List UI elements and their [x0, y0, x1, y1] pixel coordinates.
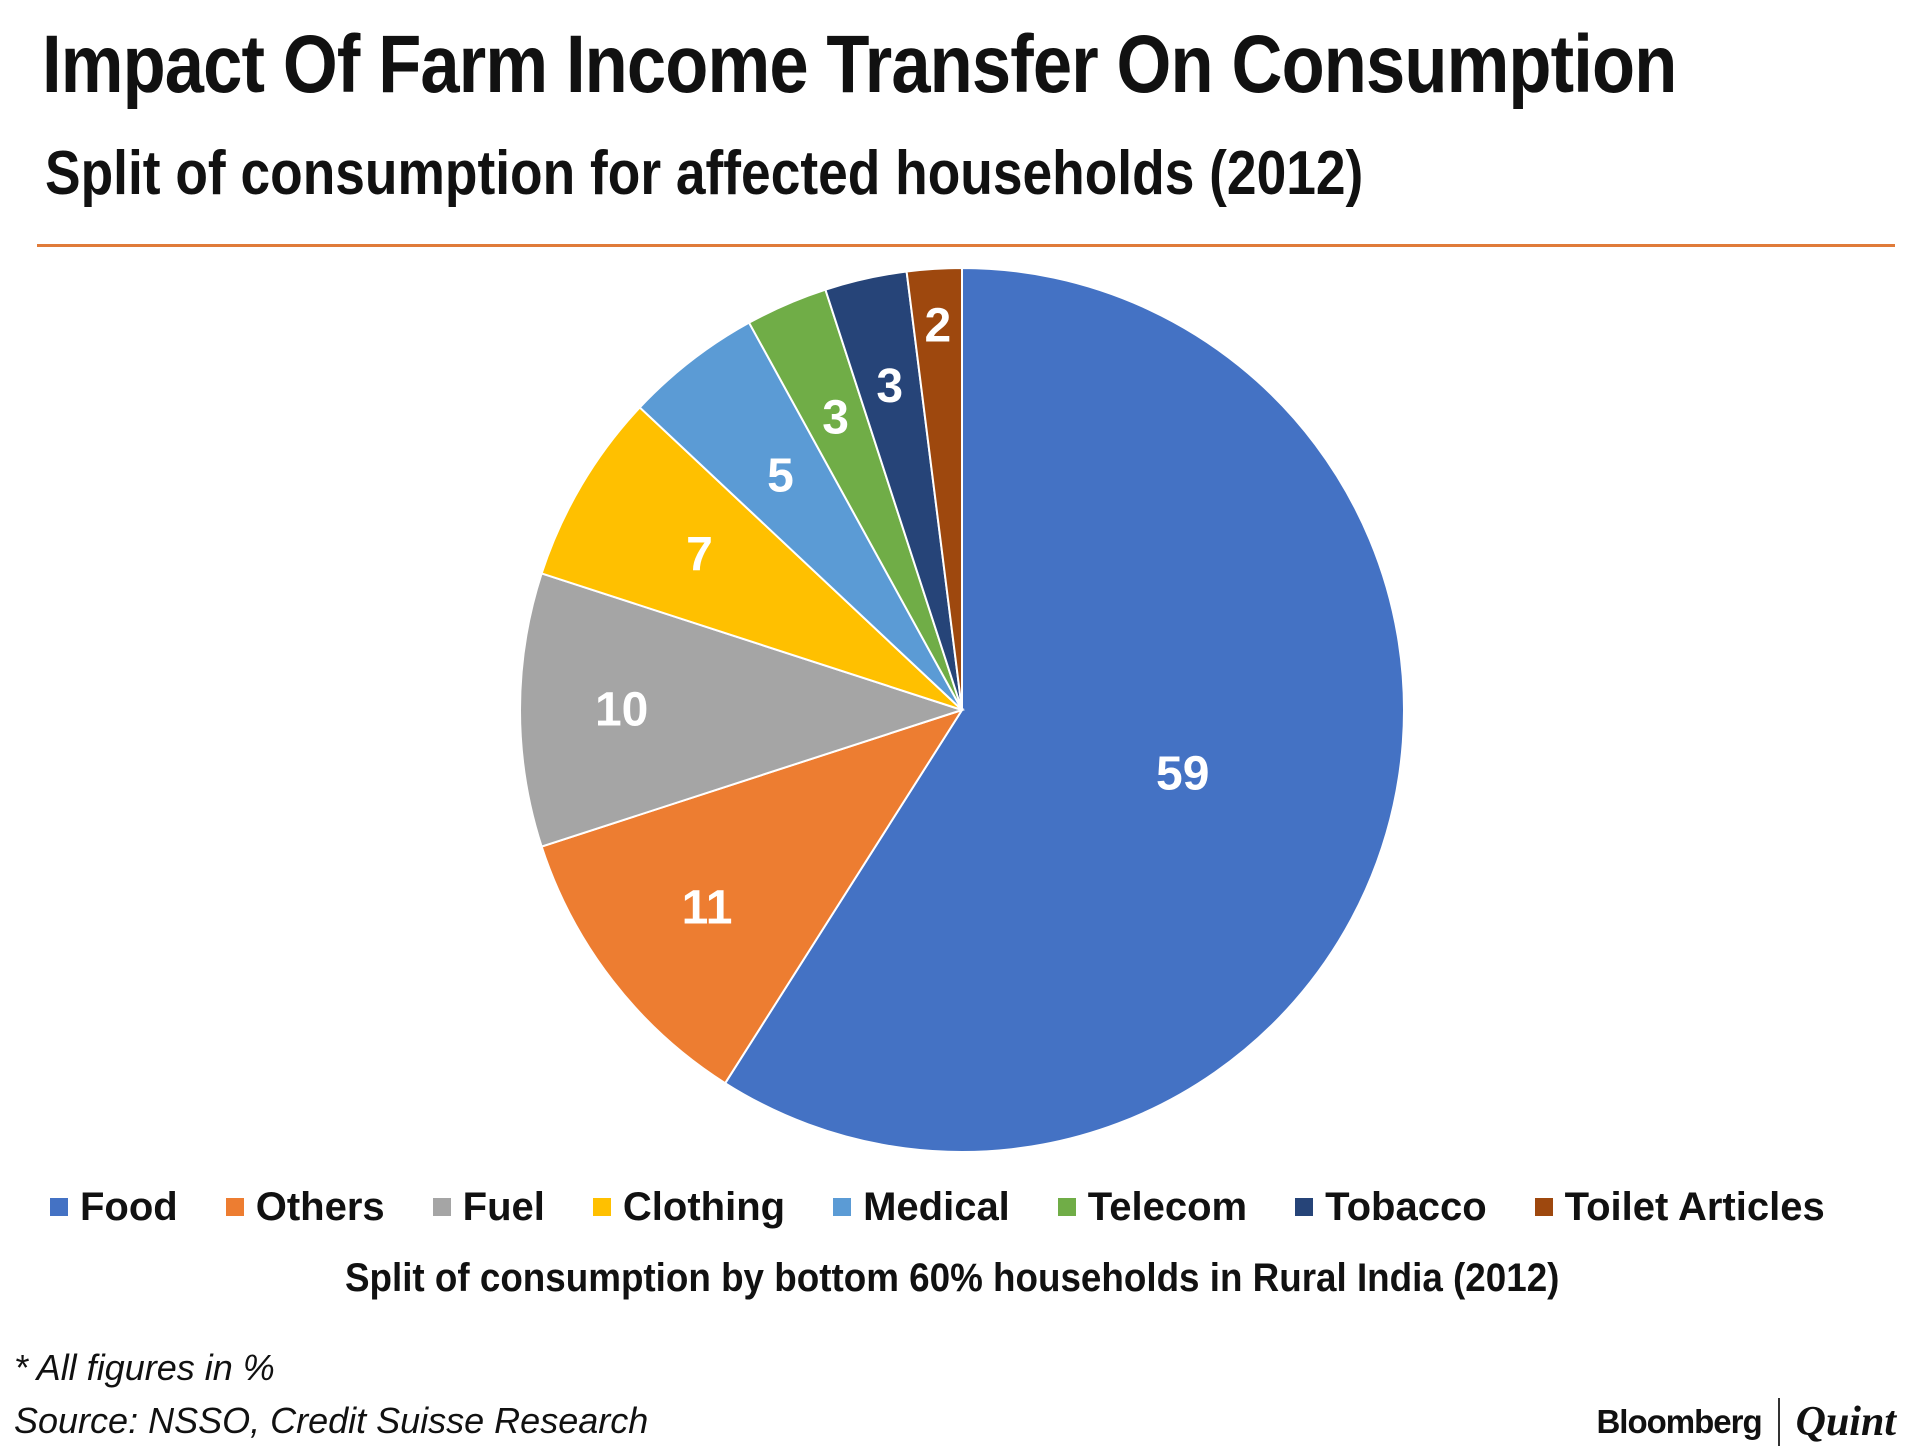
legend-item-telecom: Telecom: [1057, 1184, 1248, 1230]
pie-slice-toilet-articles: [905, 266, 963, 711]
data-label-fuel: 10: [595, 684, 648, 737]
legend-swatch-tobacco: [1295, 1198, 1314, 1216]
legend-item-medical: Medical: [833, 1185, 1010, 1230]
legend-label-food: Food: [80, 1184, 178, 1229]
legend-item-food: Food: [50, 1185, 178, 1230]
data-label-telecom: 3: [822, 391, 849, 444]
legend-label-others: Others: [255, 1184, 385, 1229]
chart-title: Impact Of Farm Income Transfer On Consum…: [42, 19, 1677, 110]
legend-label-toilet-articles: Toilet Articles: [1564, 1184, 1825, 1229]
legend-label-medical: Medical: [863, 1184, 1010, 1229]
chart-subtitle: Split of consumption for affected househ…: [45, 139, 1364, 208]
legend-label-telecom: Telecom: [1087, 1184, 1248, 1229]
data-label-clothing: 7: [686, 528, 713, 581]
legend-swatch-clothing: [592, 1198, 611, 1216]
chart-x-label: Split of consumption by bottom 60% house…: [344, 1256, 1560, 1300]
data-label-others: 11: [682, 881, 733, 934]
legend-swatch-others: [225, 1198, 244, 1216]
legend-swatch-medical: [833, 1198, 852, 1216]
brand-bloomberg: Bloomberg: [1596, 1403, 1762, 1440]
legend-item-others: Others: [225, 1184, 385, 1230]
legend-label-tobacco: Tobacco: [1325, 1184, 1487, 1229]
pie-slices: [519, 266, 1405, 1153]
brand-logo: Bloomberg Quint: [1596, 1398, 1896, 1446]
title-divider: [37, 244, 1895, 247]
data-label-tobacco: 3: [876, 360, 903, 413]
pie-slice-fuel: [519, 572, 966, 848]
legend-swatch-fuel: [432, 1198, 451, 1216]
legend-item-tobacco: Tobacco: [1295, 1185, 1487, 1230]
brand-quint: Quint: [1795, 1399, 1896, 1445]
legend-item-toilet-articles: Toilet Articles: [1534, 1184, 1825, 1230]
legend-item-fuel: Fuel: [432, 1184, 545, 1230]
legend-swatch-telecom: [1057, 1198, 1076, 1216]
legend-label-clothing: Clothing: [622, 1184, 786, 1229]
legend-label-fuel: Fuel: [462, 1184, 545, 1229]
legend-swatch-food: [50, 1198, 68, 1216]
legend-swatch-toilet-articles: [1534, 1198, 1553, 1216]
pie-slice-others: [540, 708, 965, 1085]
data-label-medical: 5: [767, 450, 794, 503]
data-label-food: 59: [1156, 748, 1209, 801]
source-note: Source: NSSO, Credit Suisse Research: [14, 1400, 649, 1441]
figures-note: * All figures in %: [14, 1347, 275, 1388]
brand-divider: [1777, 1398, 1780, 1446]
chart-legend: Food Others Fuel Clothing Medical Teleco…: [50, 1182, 1890, 1232]
pie-slice-clothing: [540, 406, 963, 711]
data-label-toilet-articles: 2: [925, 300, 952, 353]
pie-slice-food: [723, 266, 1405, 1153]
legend-item-clothing: Clothing: [592, 1184, 786, 1230]
